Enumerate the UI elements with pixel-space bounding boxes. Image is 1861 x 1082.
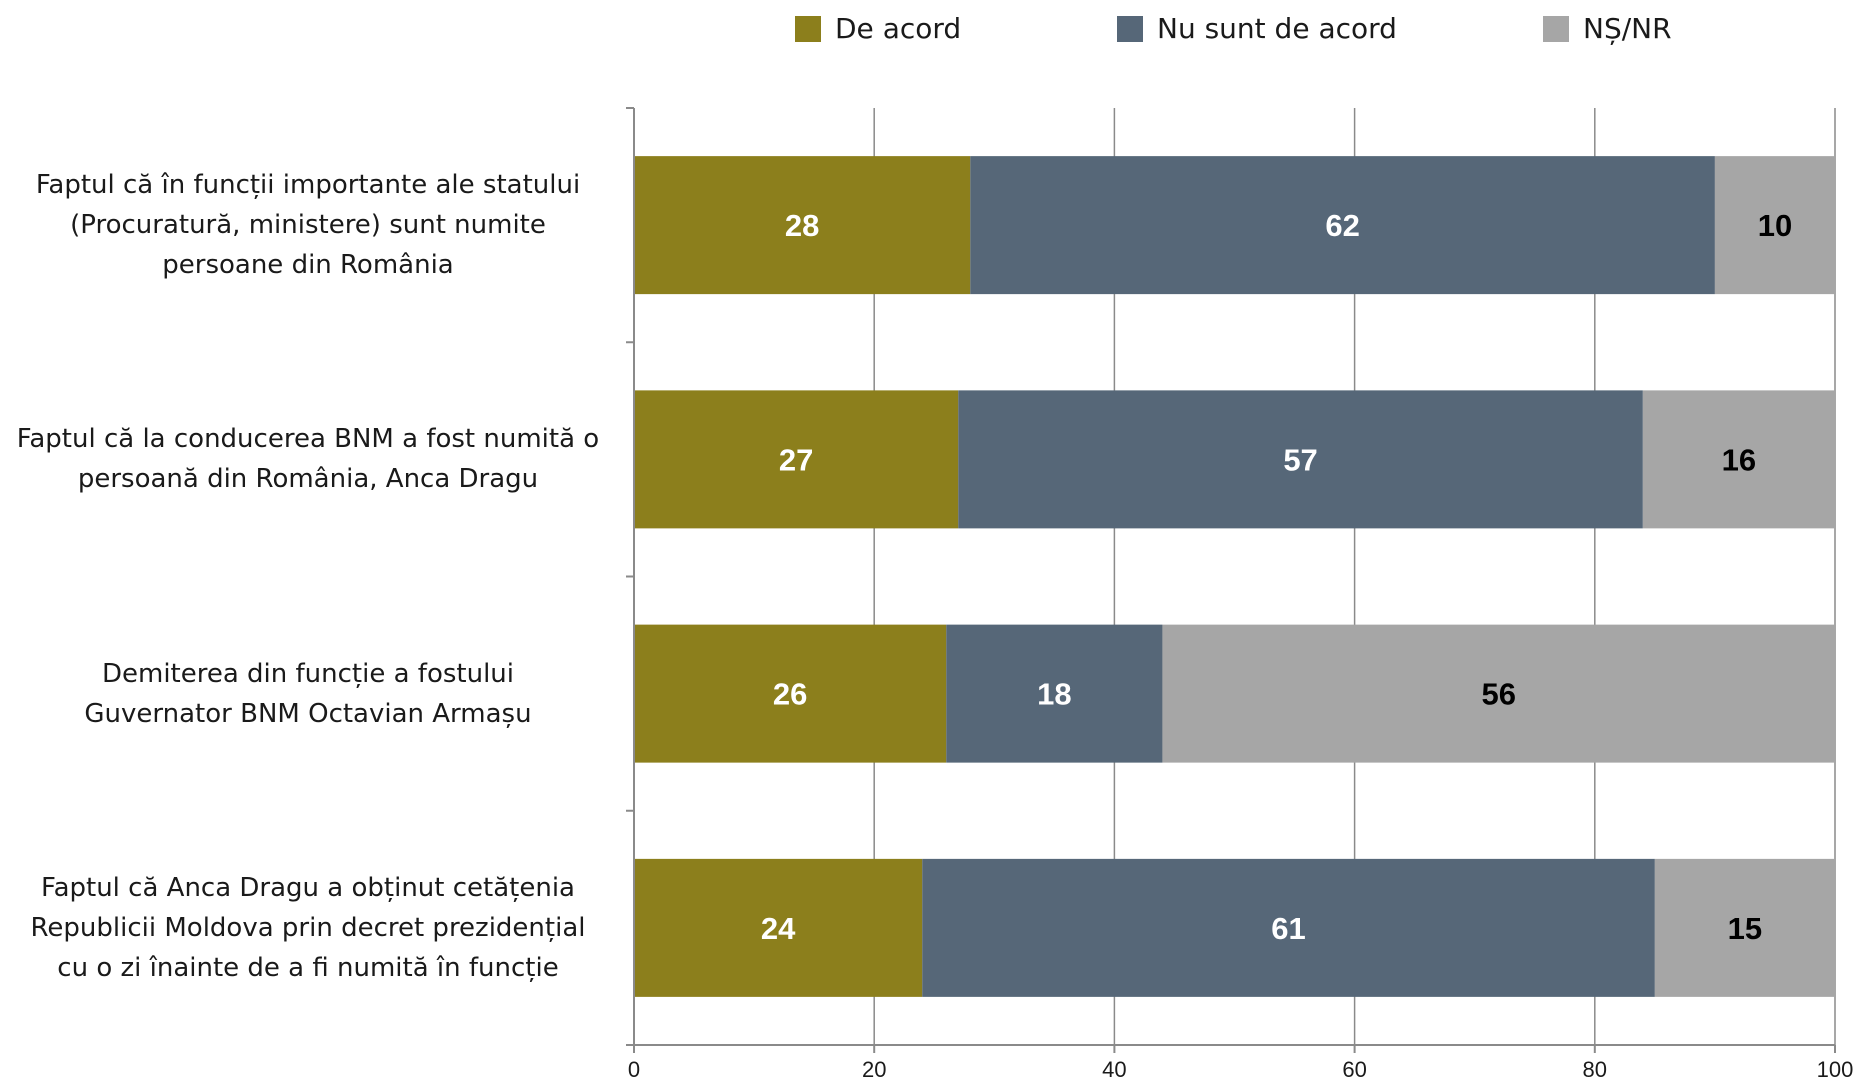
data-label: 24 xyxy=(761,911,796,946)
category-label-line: (Procuratură, ministere) sunt numite xyxy=(70,210,546,241)
data-label: 56 xyxy=(1481,677,1515,712)
bar-segment xyxy=(634,624,947,763)
legend-item: Nu sunt de acord xyxy=(1117,12,1397,45)
legend-label: De acord xyxy=(835,12,962,45)
data-label: 61 xyxy=(1271,911,1305,946)
legend-label: Nu sunt de acord xyxy=(1157,12,1397,45)
x-tick-label: 0 xyxy=(628,1057,640,1082)
bar-segment xyxy=(922,858,1655,997)
category-label-line: Faptul că în funcții importante ale stat… xyxy=(35,170,581,201)
category-label: Faptul că în funcții importante ale stat… xyxy=(8,165,608,285)
legend-swatch xyxy=(1117,15,1143,42)
bar-segment xyxy=(634,156,971,295)
legend: De acord Nu sunt de acord NȘ/NR xyxy=(0,6,1861,46)
legend-swatch xyxy=(1543,15,1569,42)
category-label: Faptul că Anca Dragu a obținut cetățenia… xyxy=(8,868,608,988)
bar-segment xyxy=(634,858,923,997)
legend-label: NȘ/NR xyxy=(1583,12,1672,45)
data-label: 16 xyxy=(1722,442,1756,477)
bar-segment xyxy=(634,390,959,529)
legend-item: De acord xyxy=(795,12,961,45)
x-tick-label: 80 xyxy=(1583,1057,1607,1082)
bar-segment xyxy=(970,156,1715,295)
bar-segment xyxy=(1642,390,1835,529)
bar-segment xyxy=(946,624,1163,763)
bar-segment xyxy=(1714,156,1835,295)
legend-item: NȘ/NR xyxy=(1543,12,1672,45)
x-tick-label: 60 xyxy=(1342,1057,1366,1082)
bar-segment xyxy=(958,390,1643,529)
data-label: 26 xyxy=(773,677,807,712)
x-tick-label: 20 xyxy=(862,1057,886,1082)
category-label-line: Guvernator BNM Octavian Armașu xyxy=(84,698,532,729)
bar-segment xyxy=(1654,858,1835,997)
data-label: 62 xyxy=(1325,208,1359,243)
x-tick-label: 40 xyxy=(1102,1057,1126,1082)
x-tick-label: 100 xyxy=(1817,1057,1854,1082)
category-label-line: Republicii Moldova prin decret prezidenț… xyxy=(30,912,586,943)
data-label: 15 xyxy=(1728,911,1762,946)
category-label-line: persoane din România xyxy=(162,250,454,281)
data-label: 28 xyxy=(785,208,819,243)
category-label-line: Faptul că Anca Dragu a obținut cetățenia xyxy=(41,872,575,903)
data-label: 57 xyxy=(1283,442,1317,477)
category-label-line: cu o zi înainte de a fi numită în funcți… xyxy=(57,952,559,983)
bar-segment xyxy=(1162,624,1835,763)
legend-swatch xyxy=(795,15,821,42)
category-label-line: persoană din România, Anca Dragu xyxy=(77,464,539,495)
category-label-line: Demiterea din funcție a fostului xyxy=(101,658,515,689)
data-label: 18 xyxy=(1037,677,1071,712)
data-label: 27 xyxy=(779,442,813,477)
category-label: Demiterea din funcție a fostului Guvernat… xyxy=(8,654,608,734)
category-label-line: Faptul că la conducerea BNM a fost numit… xyxy=(16,424,600,455)
category-label: Faptul că la conducerea BNM a fost numit… xyxy=(8,419,608,499)
data-label: 10 xyxy=(1758,208,1792,243)
